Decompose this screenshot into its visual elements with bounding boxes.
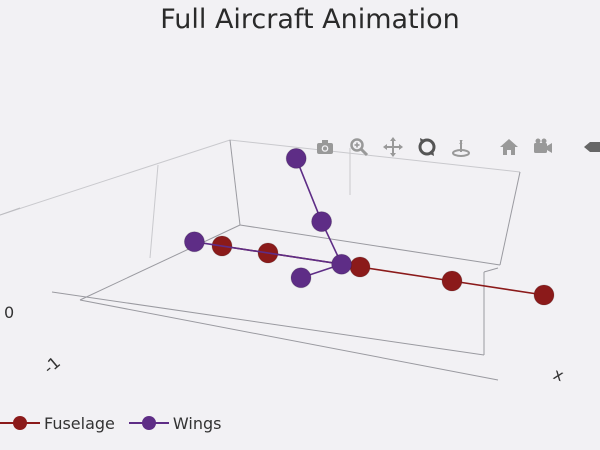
scene-tick-labels: 0 -1 x [4, 303, 566, 385]
y-tick-label: 0 [4, 303, 14, 322]
legend-swatch-wings [128, 416, 169, 430]
grid-line [483, 267, 499, 273]
y-tick-label: -1 [40, 353, 64, 378]
grid-line [51, 291, 485, 356]
grid-line [0, 207, 21, 216]
data-point-wings[interactable] [331, 253, 353, 275]
legend-label-fuselage: Fuselage [44, 413, 115, 433]
x-axis-label: x [551, 364, 566, 385]
home-icon[interactable] [496, 134, 522, 160]
grid-line [499, 171, 521, 266]
legend-label-wings: Wings [172, 413, 222, 433]
scene-data [183, 147, 555, 306]
orbit-rotation-icon[interactable] [414, 134, 440, 160]
grid-line [229, 139, 241, 226]
pan-icon[interactable] [380, 134, 406, 160]
legend-item-wings[interactable]: Wings [128, 413, 222, 433]
camera-icon[interactable] [312, 134, 338, 160]
data-point-wings[interactable] [290, 267, 312, 289]
series-line-wings [194, 158, 343, 279]
grid-line [79, 224, 241, 301]
svg-text:z: z [459, 138, 463, 146]
zoom-icon[interactable] [346, 134, 372, 160]
modebar: z [312, 134, 600, 160]
legend-swatch-fuselage [0, 416, 40, 430]
grid-line [149, 164, 159, 259]
data-point-fuselage[interactable] [533, 284, 555, 306]
grid-line [239, 224, 501, 266]
legend-item-fuselage[interactable]: Fuselage [0, 413, 115, 433]
data-point-wings[interactable] [311, 211, 333, 233]
data-point-wings[interactable] [285, 147, 307, 169]
turntable-rotation-icon[interactable]: z [448, 134, 474, 160]
data-point-fuselage[interactable] [441, 270, 463, 292]
scene-box [0, 139, 521, 381]
plotly-logo-icon[interactable] [578, 134, 600, 160]
data-point-wings[interactable] [183, 231, 205, 253]
chart-title: Full Aircraft Animation [160, 4, 460, 35]
grid-line [79, 299, 499, 381]
legend: Fuselage Wings [0, 410, 235, 436]
camera-view-icon[interactable] [530, 134, 556, 160]
data-point-fuselage[interactable] [349, 256, 371, 278]
